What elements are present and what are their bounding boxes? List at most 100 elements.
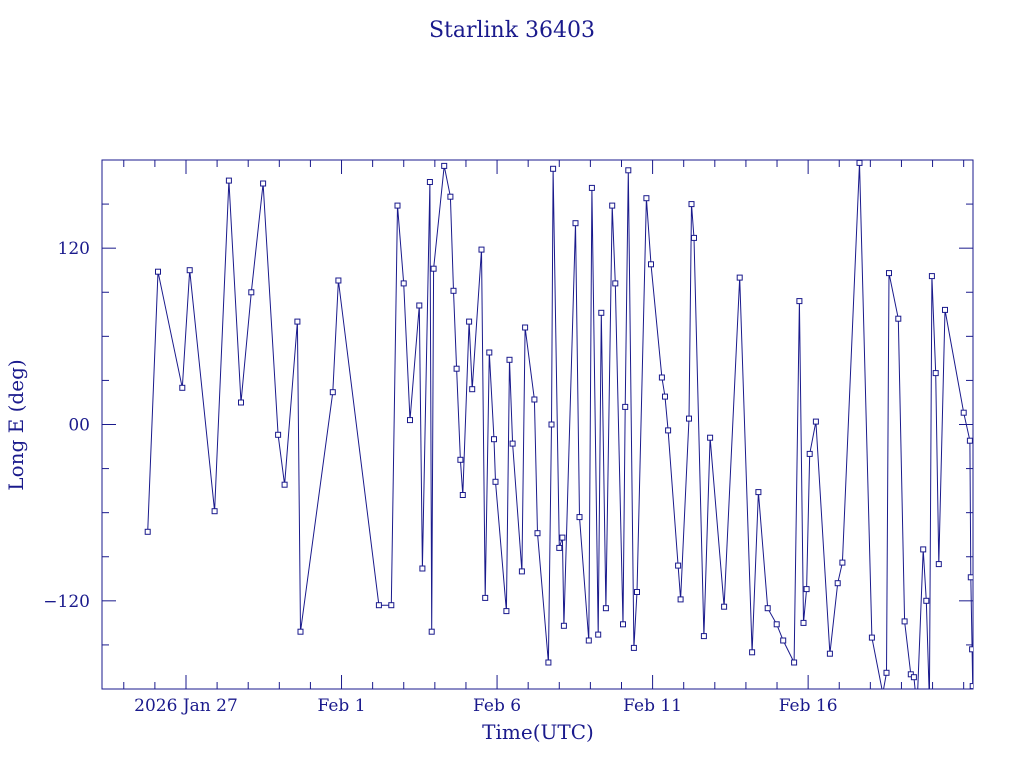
data-point [942,306,948,313]
data-point [545,659,552,666]
data-point [518,568,525,575]
data-point [238,399,244,406]
data-point [736,274,743,281]
data-point [932,370,939,377]
data-point [677,596,684,603]
data-point [868,634,875,641]
series-line [147,162,973,689]
data-points [144,160,976,711]
data-point [506,356,513,363]
data-point [796,298,803,305]
data-point [559,534,566,541]
data-point [620,621,626,628]
data-point [428,628,435,635]
data-point [688,201,695,208]
y-tick-label: −120 [43,592,90,612]
data-point [297,628,304,635]
data-point [803,586,810,593]
data-point [834,580,841,587]
data-point [260,180,267,187]
data-point [430,265,437,272]
x-tick-label: Feb 11 [623,696,682,716]
data-point [469,386,476,393]
data-point [700,633,707,640]
data-point [375,602,382,609]
data-point [294,318,301,325]
data-point [329,389,336,396]
data-point [281,481,288,488]
data-point [658,374,665,381]
data-point [407,417,413,424]
data-point [622,403,629,410]
data-point [478,246,485,253]
data-point [522,324,529,331]
data-point [447,193,454,200]
data-point [453,365,460,372]
data-point [928,273,935,280]
data-point [662,393,668,400]
x-tick-label: Feb 6 [473,696,521,716]
data-point [186,267,193,274]
data-point [416,302,423,309]
data-point [773,621,780,628]
x-tick-label: Feb 1 [318,696,366,716]
data-point [901,618,908,625]
data-point [927,698,932,703]
data-point [880,691,885,696]
data-point [721,603,728,610]
data-point [806,450,813,457]
data-point [598,309,605,316]
data-point [630,644,637,651]
data-point [800,619,807,626]
data-point [910,674,917,681]
data-point [534,530,541,537]
x-axis-label: Time(UTC) [482,720,594,744]
data-point [419,565,426,572]
x-tick-label: Feb 16 [779,696,838,716]
data-point [548,421,555,428]
data-point [895,315,902,322]
data-point [503,608,510,615]
data-point [595,631,602,638]
data-point [920,546,927,553]
data-point [686,415,692,422]
data-point [915,706,920,711]
data-point [969,646,973,653]
data-point [707,434,714,441]
data-point [969,683,973,689]
data-point [588,184,595,191]
data-point [400,280,407,287]
data-point [634,589,640,595]
data-point [560,622,567,629]
data-point [248,289,255,296]
data-point [450,287,457,294]
plot-frame [101,159,974,690]
data-point [585,637,592,644]
data-point [755,489,762,496]
data-point [155,268,161,275]
data-point [486,349,493,356]
data-point [426,179,433,185]
chart-title: Starlink 36403 [429,18,595,43]
data-point [826,650,833,657]
data-point [886,270,892,277]
data-point [971,704,976,709]
data-point [576,514,583,521]
data-point [441,162,448,169]
x-tick-label: 2026 Jan 27 [134,696,238,716]
data-point [665,427,672,434]
data-point [531,396,538,403]
data-point [335,277,342,284]
data-point [509,440,516,447]
data-point [749,649,756,656]
data-point [609,202,616,209]
data-point [923,597,930,604]
y-axis-label: Long E (deg) [4,359,28,490]
data-point [960,409,967,416]
tick-labels: 2026 Jan 27 Feb 1 Feb 6 Feb 11 Feb 16 −120 00 1… [43,239,837,716]
data-point [394,202,401,209]
data-point [935,561,942,568]
data-point [791,659,798,666]
data-point [675,562,682,569]
